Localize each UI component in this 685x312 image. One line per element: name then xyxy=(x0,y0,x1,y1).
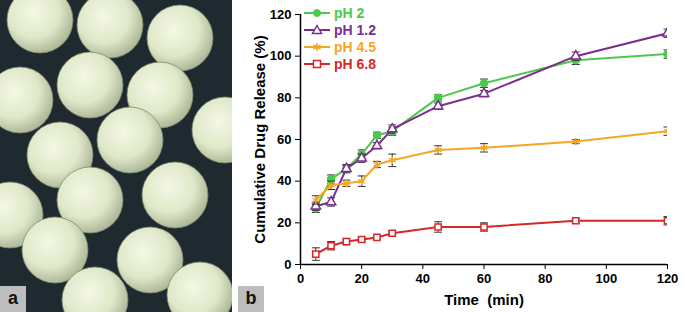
svg-text:60: 60 xyxy=(277,132,291,147)
svg-text:20: 20 xyxy=(277,215,291,230)
svg-text:80: 80 xyxy=(538,271,552,286)
svg-text:40: 40 xyxy=(416,271,430,286)
svg-text:Time (min): Time (min) xyxy=(444,291,524,308)
html-text:a: a xyxy=(8,288,18,308)
html-text:pH 4.5: pH 4.5 xyxy=(334,38,376,55)
svg-text:60: 60 xyxy=(477,271,491,286)
svg-text:100: 100 xyxy=(270,48,292,63)
html-text:pH 6.8: pH 6.8 xyxy=(334,55,376,72)
svg-text:120: 120 xyxy=(657,271,679,286)
svg-text:40: 40 xyxy=(277,173,291,188)
html-text:b: b xyxy=(245,288,257,308)
svg-text:0: 0 xyxy=(284,257,291,272)
svg-text:100: 100 xyxy=(595,271,617,286)
html-text:pH 1.2: pH 1.2 xyxy=(334,21,376,38)
svg-text:0: 0 xyxy=(297,271,304,286)
html-text:pH 2: pH 2 xyxy=(334,4,365,21)
svg-text:Cumulative Drug Release (%): Cumulative Drug Release (%) xyxy=(251,35,268,243)
svg-text:120: 120 xyxy=(270,7,292,22)
svg-text:20: 20 xyxy=(354,271,368,286)
svg-text:80: 80 xyxy=(277,90,291,105)
